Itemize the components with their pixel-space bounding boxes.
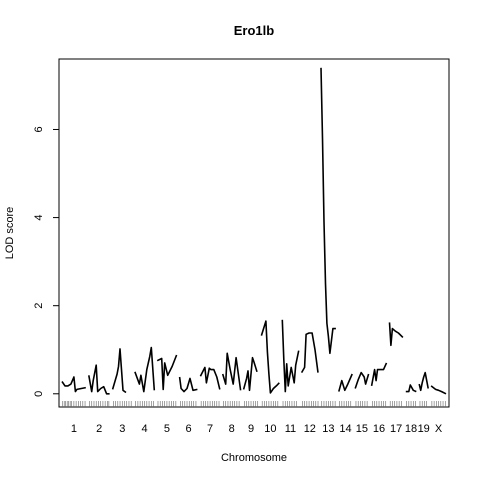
y-tick-label: 6: [33, 126, 45, 132]
chromosome-label: 1: [71, 423, 77, 435]
lod-curve-chr-2: [88, 364, 110, 395]
lod-curve-chr-10: [260, 320, 280, 394]
lod-curve-chr-13: [320, 67, 336, 355]
chromosome-label: 12: [304, 423, 316, 435]
chromosome-label: 2: [96, 423, 102, 435]
lod-curve-chr-15: [354, 371, 370, 389]
chromosome-label: 19: [418, 423, 430, 435]
chromosome-label: X: [435, 423, 443, 435]
chart-title: Ero1lb: [234, 23, 275, 38]
y-axis: 0 2 4 6: [33, 126, 59, 397]
chromosome-label: 3: [119, 423, 125, 435]
marker-rug: [62, 401, 446, 407]
lod-curve-chr-8: [221, 352, 242, 391]
chromosome-label: 18: [405, 423, 417, 435]
lod-curve-chr-6: [178, 376, 198, 393]
x-axis-label: Chromosome: [221, 452, 287, 464]
lod-curve-chr-X: [430, 385, 447, 395]
lod-curve-chr-5: [156, 354, 178, 391]
lod-curve-chr-14: [338, 373, 353, 392]
chromosome-label: 11: [285, 423, 296, 435]
lod-curves: [61, 67, 447, 395]
chromosome-label: 15: [356, 423, 368, 435]
chromosome-label: 7: [207, 423, 213, 435]
lod-curve-chr-12: [300, 332, 319, 373]
chromosome-label: 17: [390, 423, 402, 435]
lod-curve-chr-3: [111, 348, 127, 394]
y-axis-label: LOD score: [4, 207, 16, 260]
chromosome-label: 4: [142, 423, 148, 435]
y-tick-label: 4: [33, 215, 45, 221]
y-tick-label: 0: [33, 391, 45, 397]
lod-curve-chr-4: [134, 346, 156, 393]
lod-curve-chr-7: [199, 366, 221, 390]
chromosome-label: 5: [164, 423, 170, 435]
lod-curve-chr-11: [281, 319, 300, 393]
lod-curve-chr-9: [242, 356, 258, 392]
y-tick-label: 2: [33, 303, 45, 309]
lod-curve-chr-18: [405, 384, 417, 393]
lod-curve-chr-17: [388, 322, 404, 347]
chromosome-label: 9: [248, 423, 254, 435]
x-axis: 1 2 3 4 5 6 7 8 9 10 11 12 13 14 15 16 17 18 19 X: [71, 423, 443, 435]
lod-curve-chr-1: [61, 376, 86, 393]
chromosome-label: 10: [264, 423, 276, 435]
chromosome-label: 14: [339, 423, 351, 435]
chromosome-label: 6: [185, 423, 191, 435]
lod-curve-chr-16: [370, 362, 388, 387]
plot-frame: [58, 58, 450, 408]
chromosome-label: 16: [373, 423, 385, 435]
lod-curve-chr-19: [418, 371, 429, 392]
chromosome-label: 8: [229, 423, 235, 435]
chromosome-label: 13: [322, 423, 334, 435]
